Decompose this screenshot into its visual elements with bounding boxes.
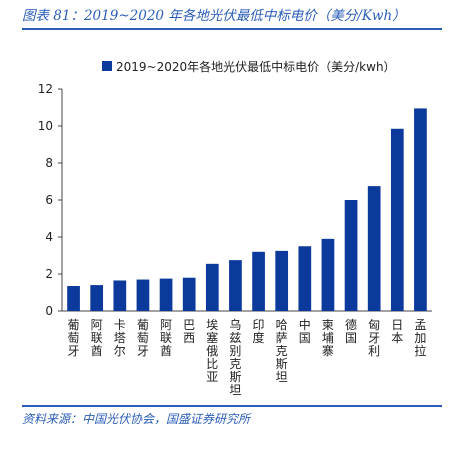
bars — [67, 108, 427, 311]
bar — [113, 280, 127, 311]
bar — [275, 250, 289, 311]
bar — [252, 251, 265, 311]
bar — [67, 286, 80, 311]
x-tick-label: 巴西 — [183, 318, 195, 345]
y-tick-label: 6 — [45, 193, 53, 207]
bar — [205, 263, 219, 311]
y-tick-label: 8 — [45, 156, 53, 170]
x-tick-label: 孟加拉 — [414, 318, 426, 358]
y-tick-label: 10 — [38, 119, 53, 133]
x-tick-label: 葡萄牙 — [137, 318, 149, 358]
bar — [321, 238, 335, 311]
bar — [90, 285, 104, 311]
x-tick-label: 哈萨克斯坦 — [276, 318, 288, 384]
bar — [390, 128, 404, 311]
title-rule — [22, 28, 442, 30]
x-tick-label: 葡萄牙 — [68, 318, 80, 358]
source-note: 资料来源：中国光伏协会，国盛证券研究所 — [22, 412, 251, 426]
category-labels: 葡萄牙阿联酋卡塔尔葡萄牙阿联酋巴西埃塞俄比亚乌兹别克斯坦印度哈萨克斯坦中国柬埔寨… — [68, 317, 427, 397]
x-tick-label: 日本 — [391, 318, 403, 345]
bar — [229, 260, 242, 311]
y-tick-label: 12 — [38, 82, 53, 96]
y-tick-label: 0 — [45, 304, 53, 318]
x-tick-label: 阿联酋 — [160, 318, 172, 358]
figure-title: 图表 81：2019~2020 年各地光伏最低中标电价（美分/Kwh） — [22, 8, 406, 24]
bar — [136, 279, 150, 311]
y-tick-label: 2 — [45, 267, 53, 281]
x-tick-label: 乌兹别克斯坦 — [229, 317, 241, 397]
y-tick-label: 4 — [45, 230, 53, 244]
x-tick-label: 匈牙利 — [368, 318, 380, 358]
x-tick-label: 埃塞俄比亚 — [206, 318, 218, 384]
legend: 2019~2020年各地光伏最低中标电价（美分/kwh） — [102, 59, 396, 74]
bar — [182, 277, 196, 311]
source-rule — [22, 405, 442, 407]
bar-chart: 2019~2020年各地光伏最低中标电价（美分/kwh） 0 2 4 6 8 10 12 葡… — [38, 59, 432, 397]
x-tick-label: 卡塔尔 — [114, 318, 126, 358]
legend-swatch — [102, 61, 112, 71]
x-tick-label: 柬埔寨 — [322, 318, 334, 358]
bar — [344, 200, 358, 311]
bar — [298, 246, 312, 311]
x-tick-label: 德国 — [345, 317, 357, 345]
bar — [414, 108, 427, 311]
bar — [367, 186, 381, 311]
x-tick-label: 中国 — [299, 317, 311, 345]
legend-label: 2019~2020年各地光伏最低中标电价（美分/kwh） — [116, 59, 396, 74]
x-tick-label: 印度 — [253, 318, 265, 345]
bar — [159, 278, 173, 311]
x-tick-label: 阿联酋 — [91, 318, 103, 358]
